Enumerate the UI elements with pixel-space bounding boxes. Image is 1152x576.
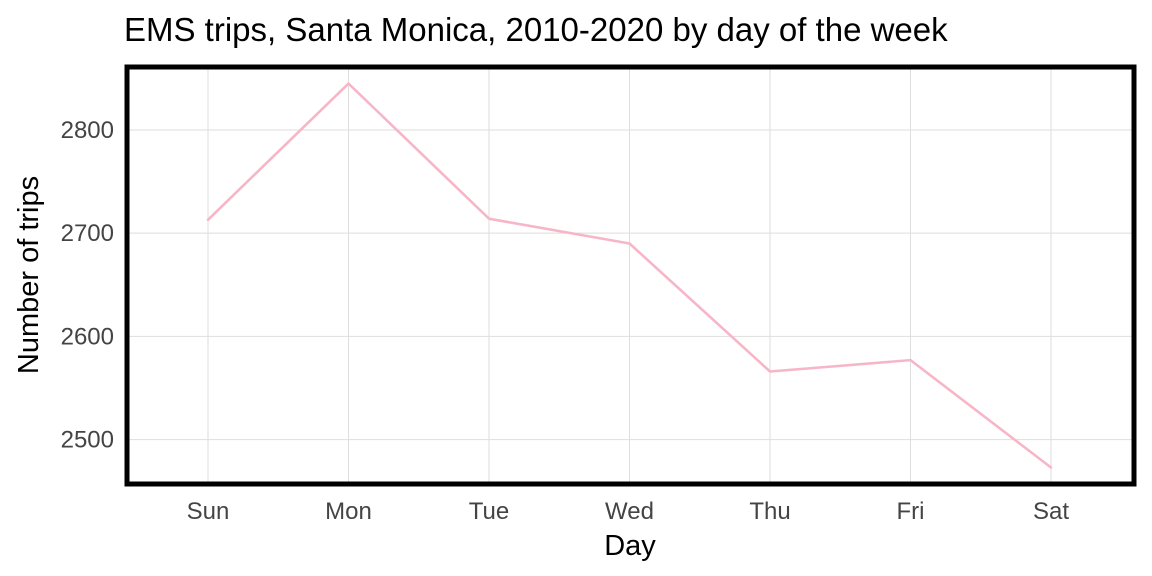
grid [127, 67, 1134, 484]
plot-frame [124, 64, 1137, 487]
series-line [206, 82, 1053, 469]
x-tick-label: Tue [469, 498, 509, 525]
x-tick-label: Fri [897, 498, 925, 525]
x-tick-label: Sat [1033, 498, 1069, 525]
y-axis-title: Number of trips [13, 176, 45, 374]
x-tick-label: Wed [605, 498, 654, 525]
y-tick-label: 2500 [61, 427, 114, 454]
x-axis-title: Day [604, 530, 656, 562]
y-tick-label: 2600 [61, 323, 114, 350]
x-axis-ticks: Sun Mon Tue Wed Thu Fri Sat [187, 498, 1070, 525]
x-tick-label: Sun [187, 498, 230, 525]
x-tick-label: Mon [325, 498, 372, 525]
y-tick-label: 2800 [61, 117, 114, 144]
y-axis-ticks: 2500 2600 2700 2800 [61, 117, 114, 454]
x-tick-label: Thu [749, 498, 790, 525]
series-layer [206, 82, 1053, 469]
chart-title: EMS trips, Santa Monica, 2010-2020 by da… [124, 11, 948, 48]
y-tick-label: 2700 [61, 220, 114, 247]
